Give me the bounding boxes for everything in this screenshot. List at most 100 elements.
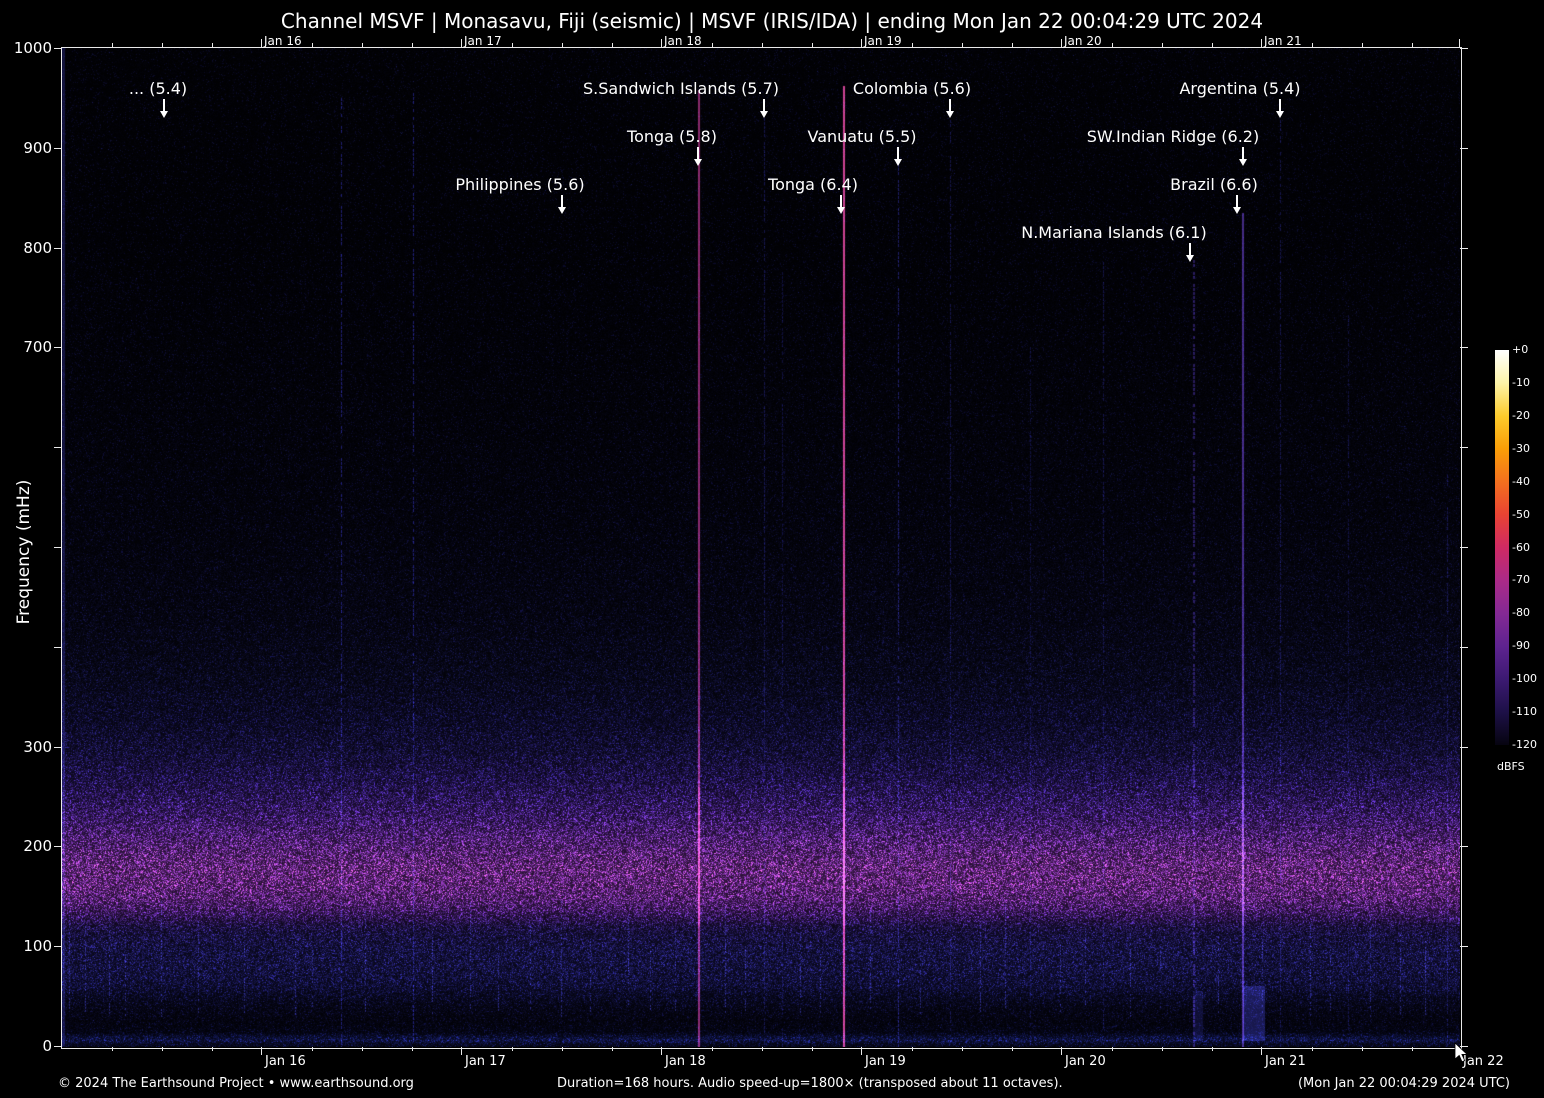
event-arrow-head xyxy=(1233,207,1241,214)
x-minor-tick-bottom xyxy=(1312,1047,1313,1051)
event-arrow-shaft xyxy=(840,195,842,207)
x-minor-tick-bottom xyxy=(212,1047,213,1051)
x-major-tick-bottom xyxy=(1061,1047,1062,1055)
x-minor-tick-top xyxy=(1212,43,1213,48)
event-arrow-shaft xyxy=(949,99,951,111)
y-tick-label: 800 xyxy=(0,239,52,257)
x-major-tick-top xyxy=(661,39,662,48)
colorbar-tick-label: -40 xyxy=(1512,475,1530,488)
x-minor-tick-bottom xyxy=(612,1047,613,1051)
colorbar-units-label: dBFS xyxy=(1497,760,1525,773)
x-minor-tick-top xyxy=(212,43,213,48)
y-major-tick-right xyxy=(1460,647,1468,648)
event-arrow-head xyxy=(837,207,845,214)
x-minor-tick-bottom xyxy=(562,1047,563,1051)
colorbar-tick-label: -90 xyxy=(1512,639,1530,652)
y-tick-label: 0 xyxy=(0,1037,52,1055)
y-major-tick-left xyxy=(54,946,62,947)
event-annotation-label: Tonga (6.4) xyxy=(663,175,963,194)
spectrogram-canvas xyxy=(62,48,1460,1047)
x-minor-tick-top xyxy=(312,43,313,48)
top-date-label: Jan 16 xyxy=(264,34,302,48)
event-arrow-head xyxy=(894,159,902,166)
y-major-tick-right xyxy=(1460,846,1468,847)
x-minor-tick-top xyxy=(562,43,563,48)
x-minor-tick-bottom xyxy=(312,1047,313,1051)
y-major-tick-right xyxy=(1460,946,1468,947)
y-axis-title: Frequency (mHz) xyxy=(14,480,34,625)
y-major-tick-left xyxy=(54,647,62,648)
x-major-tick-top xyxy=(261,39,262,48)
event-arrow-head xyxy=(694,159,702,166)
y-tick-label: 700 xyxy=(0,338,52,356)
x-minor-tick-top xyxy=(812,43,813,48)
x-minor-tick-bottom xyxy=(412,1047,413,1051)
x-minor-tick-bottom xyxy=(162,1047,163,1051)
x-minor-tick-bottom xyxy=(1012,1047,1013,1051)
x-minor-tick-bottom xyxy=(362,1047,363,1051)
x-minor-tick-bottom xyxy=(912,1047,913,1051)
event-annotation-arrow xyxy=(894,147,903,166)
x-minor-tick-bottom xyxy=(1112,1047,1113,1051)
x-minor-tick-bottom xyxy=(1162,1047,1163,1051)
x-minor-tick-bottom xyxy=(1212,1047,1213,1051)
y-major-tick-left xyxy=(54,447,62,448)
y-major-tick-right xyxy=(1460,248,1468,249)
event-annotation-label: Philippines (5.6) xyxy=(370,175,670,194)
x-minor-tick-top xyxy=(612,43,613,48)
x-minor-tick-top xyxy=(1362,43,1363,48)
footer-timestamp: (Mon Jan 22 00:04:29 2024 UTC) xyxy=(1298,1076,1510,1091)
event-arrow-head xyxy=(760,111,768,118)
y-major-tick-right xyxy=(1460,747,1468,748)
bottom-date-label: Jan 19 xyxy=(865,1054,906,1069)
x-minor-tick-bottom xyxy=(1362,1047,1363,1051)
event-annotation-arrow xyxy=(946,99,955,118)
spectrogram-page: Channel MSVF | Monasavu, Fiji (seismic) … xyxy=(0,0,1544,1098)
x-major-tick-bottom xyxy=(1261,1047,1262,1055)
y-major-tick-right xyxy=(1460,447,1468,448)
top-date-label: Jan 21 xyxy=(1264,34,1302,48)
event-arrow-shaft xyxy=(163,99,165,111)
event-annotation-label: Brazil (6.6) xyxy=(1064,175,1364,194)
x-minor-tick-top xyxy=(912,43,913,48)
x-major-tick-bottom xyxy=(461,1047,462,1055)
event-annotation-arrow xyxy=(694,147,703,166)
y-tick-label: 300 xyxy=(0,738,52,756)
x-minor-tick-top xyxy=(1412,43,1413,48)
colorbar-tick-label: -10 xyxy=(1512,376,1530,389)
y-tick-label: 200 xyxy=(0,837,52,855)
footer-copyright: © 2024 The Earthsound Project • www.eart… xyxy=(58,1076,414,1091)
colorbar-tick-label: -60 xyxy=(1512,541,1530,554)
x-major-tick-top xyxy=(1061,39,1062,48)
event-annotation-arrow xyxy=(558,195,567,214)
event-annotation-label: SW.Indian Ridge (6.2) xyxy=(1023,127,1323,146)
x-major-tick-top xyxy=(861,39,862,48)
event-arrow-head xyxy=(558,207,566,214)
y-major-tick-left xyxy=(54,846,62,847)
event-arrow-head xyxy=(1186,255,1194,262)
x-minor-tick-top xyxy=(1162,43,1163,48)
event-annotation-label: Vanuatu (5.5) xyxy=(712,127,1012,146)
event-arrow-shaft xyxy=(561,195,563,207)
bottom-date-label: Jan 21 xyxy=(1265,1054,1306,1069)
y-major-tick-right xyxy=(1460,48,1468,49)
x-minor-tick-bottom xyxy=(512,1047,513,1051)
top-date-label: Jan 18 xyxy=(664,34,702,48)
top-date-label: Jan 20 xyxy=(1064,34,1102,48)
event-annotation-arrow xyxy=(1186,243,1195,262)
event-annotation-arrow xyxy=(837,195,846,214)
y-major-tick-right xyxy=(1460,148,1468,149)
footer-duration-info: Duration=168 hours. Audio speed-up=1800×… xyxy=(557,1076,1063,1091)
colorbar-tick-label: -110 xyxy=(1512,705,1537,718)
event-arrow-head xyxy=(946,111,954,118)
y-tick-label: 1000 xyxy=(0,39,52,57)
event-arrow-shaft xyxy=(1236,195,1238,207)
x-major-tick-bottom xyxy=(861,1047,862,1055)
event-arrow-shaft xyxy=(763,99,765,111)
x-minor-tick-top xyxy=(1112,43,1113,48)
y-major-tick-left xyxy=(54,48,62,49)
y-major-tick-right xyxy=(1460,547,1468,548)
bottom-date-label: Jan 17 xyxy=(465,1054,506,1069)
y-major-tick-right xyxy=(1460,347,1468,348)
x-minor-tick-bottom xyxy=(712,1047,713,1051)
